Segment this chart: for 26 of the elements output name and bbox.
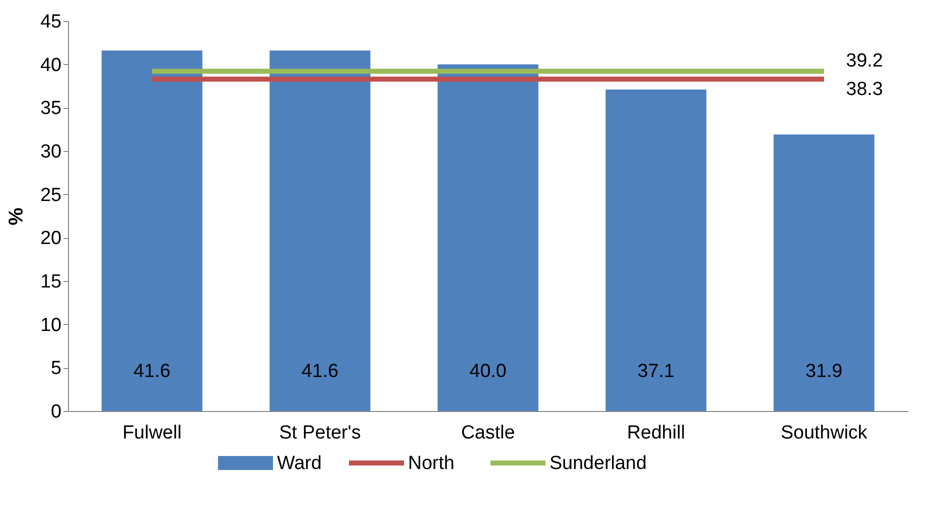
- x-tick-label: St Peter's: [279, 422, 361, 444]
- data-label: 37.1: [638, 361, 674, 382]
- data-label: 41.6: [302, 361, 338, 382]
- x-tick-label: Redhill: [626, 422, 686, 444]
- y-tick-label: 5: [50, 358, 62, 380]
- data-label: 41.6: [134, 361, 170, 382]
- y-tick-label: 0: [50, 402, 62, 422]
- y-tick-label: 45: [40, 12, 62, 32]
- x-tick-label: Castle: [461, 422, 515, 444]
- data-label: 31.9: [806, 361, 842, 382]
- y-tick-label: 40: [40, 54, 62, 76]
- y-tick-label: 35: [40, 98, 62, 120]
- data-label: 38.3: [846, 79, 883, 100]
- y-tick-label: 30: [40, 142, 62, 162]
- data-label: 40.0: [470, 361, 506, 382]
- legend-label: Ward: [277, 453, 322, 474]
- legend-label: Sunderland: [550, 453, 647, 474]
- y-tick-label: 20: [40, 228, 62, 250]
- x-tick-label: Fulwell: [122, 422, 182, 444]
- y-axis-title: %: [5, 207, 28, 226]
- y-tick-label: 25: [40, 184, 62, 206]
- legend-label: North: [408, 453, 454, 474]
- y-tick-label: 15: [40, 272, 62, 292]
- x-tick-label: Southwick: [780, 422, 868, 444]
- data-label: 39.2: [846, 50, 883, 72]
- y-tick-label: 10: [40, 314, 62, 336]
